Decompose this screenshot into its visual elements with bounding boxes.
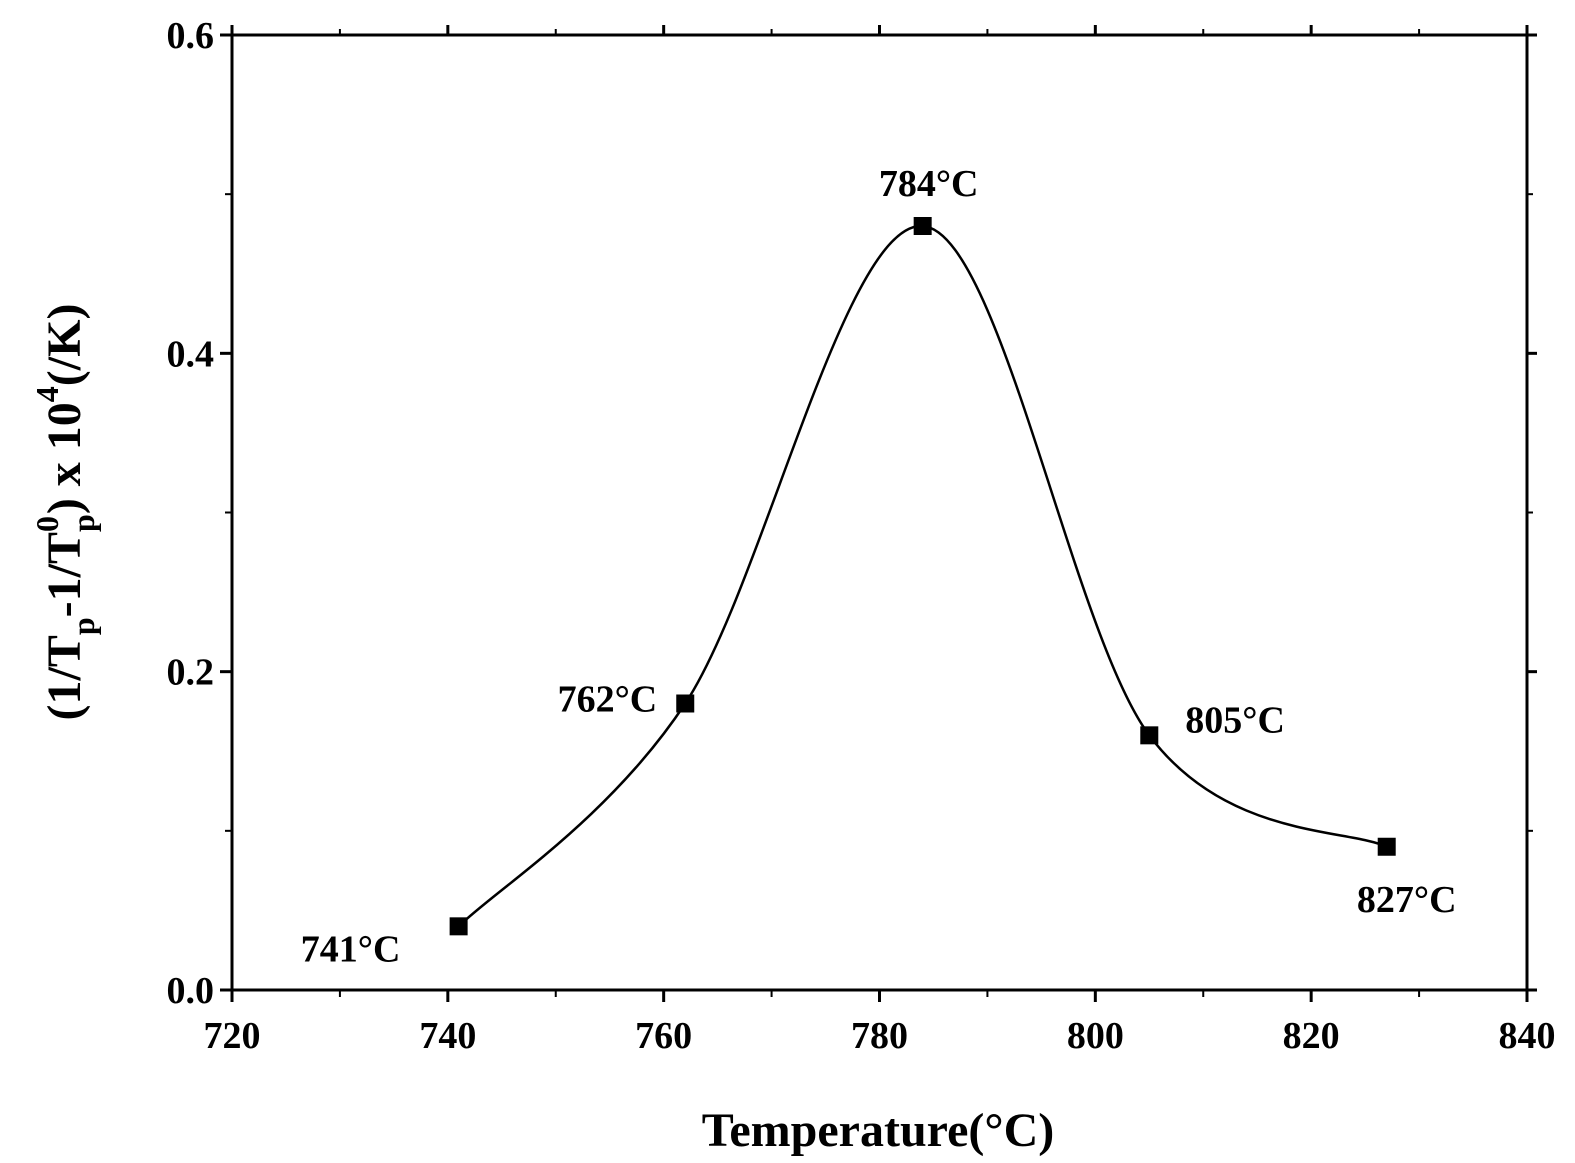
y-axis-title-sup: 0 — [29, 516, 65, 532]
x-tick-label: 820 — [1283, 1015, 1340, 1057]
y-axis-title-sub1: p — [65, 617, 101, 635]
point-annotation: 805°C — [1185, 699, 1285, 741]
x-tick-label: 780 — [851, 1015, 908, 1057]
y-tick-label: 0.4 — [167, 333, 215, 375]
y-tick-label: 0.6 — [167, 15, 215, 57]
data-point — [913, 217, 932, 235]
y-axis-title-mid: -1/T — [38, 532, 91, 617]
point-annotation: 741°C — [301, 928, 401, 970]
y-axis-title-exp: 4 — [29, 386, 65, 402]
data-point — [676, 694, 695, 713]
y-axis-title: (1/Tp-1/T0p) x 104(/K) — [29, 304, 101, 721]
y-axis-title-unit: (/K) — [38, 304, 91, 387]
x-tick-label: 720 — [204, 1015, 261, 1057]
point-annotation: 762°C — [558, 679, 658, 721]
data-point — [1140, 726, 1159, 745]
y-tick-label: 0.2 — [167, 652, 215, 694]
point-annotation: 827°C — [1357, 879, 1457, 921]
point-annotation: 784°C — [879, 163, 979, 205]
x-tick-label: 740 — [419, 1015, 476, 1057]
x-tick-label: 760 — [635, 1015, 692, 1057]
x-tick-label: 840 — [1499, 1015, 1556, 1057]
y-axis-title-close: ) x 10 — [38, 402, 91, 514]
x-tick-label: 800 — [1067, 1015, 1124, 1057]
data-point — [1377, 837, 1396, 856]
y-axis-title-sub2: p — [65, 514, 101, 532]
data-point — [449, 917, 468, 936]
y-axis-title-open: (1/T — [38, 635, 91, 720]
x-axis-title: Temperature(°C) — [702, 1104, 1054, 1157]
y-tick-label: 0.0 — [167, 970, 215, 1012]
